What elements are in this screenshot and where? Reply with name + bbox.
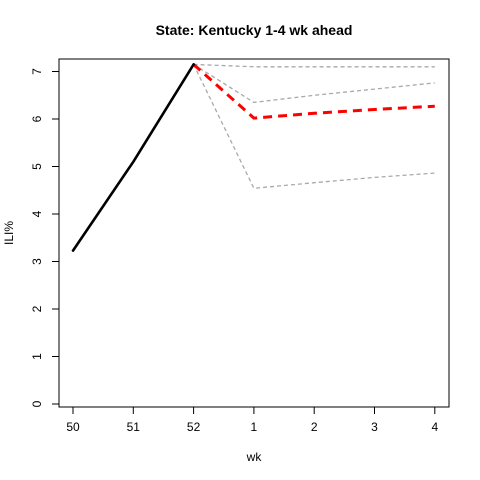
- x-axis-label: wk: [246, 450, 263, 464]
- x-tick-label-2: 52: [187, 420, 201, 434]
- x-tick-label-6: 4: [431, 420, 438, 434]
- y-axis: 0 1 2 3 4 5 6 7: [30, 68, 59, 407]
- series-line-observed: [71, 63, 195, 252]
- y-tick-label-7: 7: [30, 68, 44, 75]
- x-tick-label-1: 51: [127, 420, 141, 434]
- series-line-lower-bound: [193, 64, 435, 189]
- series-layer: [71, 63, 435, 252]
- y-tick-label-2: 2: [30, 305, 44, 312]
- series-line-upper-bound: [193, 63, 435, 68]
- series-line-upper-inner: [193, 63, 435, 104]
- y-tick-label-4: 4: [30, 210, 44, 217]
- x-tick-label-0: 50: [66, 420, 80, 434]
- y-tick-label-1: 1: [30, 353, 44, 360]
- x-tick-label-4: 2: [311, 420, 318, 434]
- y-tick-label-0: 0: [30, 400, 44, 407]
- y-tick-label-6: 6: [30, 115, 44, 122]
- chart-title: State: Kentucky 1-4 wk ahead: [156, 22, 353, 38]
- series-line-forecast: [192, 63, 435, 120]
- y-axis-label: ILI%: [2, 221, 16, 245]
- x-tick-label-3: 1: [251, 420, 258, 434]
- x-axis: 50 51 52 1 2 3 4: [66, 407, 438, 434]
- plot-frame: [58, 58, 450, 408]
- y-tick-label-5: 5: [30, 163, 44, 170]
- y-tick-label-3: 3: [30, 258, 44, 265]
- x-tick-label-5: 3: [371, 420, 378, 434]
